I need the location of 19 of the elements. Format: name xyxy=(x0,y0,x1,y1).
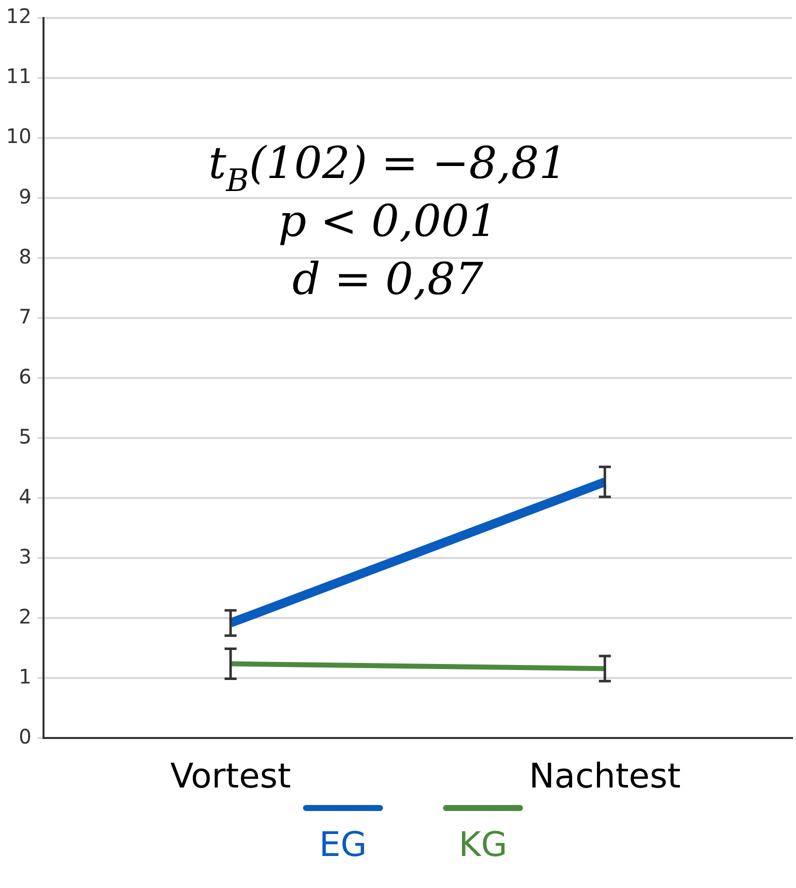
y-tick-label: 7 xyxy=(18,304,32,328)
y-tick-label: 11 xyxy=(6,64,32,88)
y-tick-label: 12 xyxy=(6,4,32,28)
legend-label: EG xyxy=(319,825,367,865)
y-tick-label: 4 xyxy=(18,484,32,508)
y-tick-label: 9 xyxy=(18,184,32,208)
annotation: p < 0,001 xyxy=(278,196,498,247)
annotation: d = 0,87 xyxy=(292,254,484,305)
y-tick-label: 5 xyxy=(18,424,32,448)
y-tick-label: 1 xyxy=(18,664,32,688)
y-tick-label: 0 xyxy=(18,724,32,748)
x-tick-label: Vortest xyxy=(170,756,291,796)
y-tick-label: 3 xyxy=(18,544,32,568)
x-tick-label: Nachtest xyxy=(528,756,681,796)
y-tick-label: 2 xyxy=(18,604,32,628)
y-tick-label: 6 xyxy=(18,364,32,388)
legend-label: KG xyxy=(458,825,508,865)
y-tick-label: 8 xyxy=(18,244,32,268)
y-tick-label: 10 xyxy=(6,124,32,148)
